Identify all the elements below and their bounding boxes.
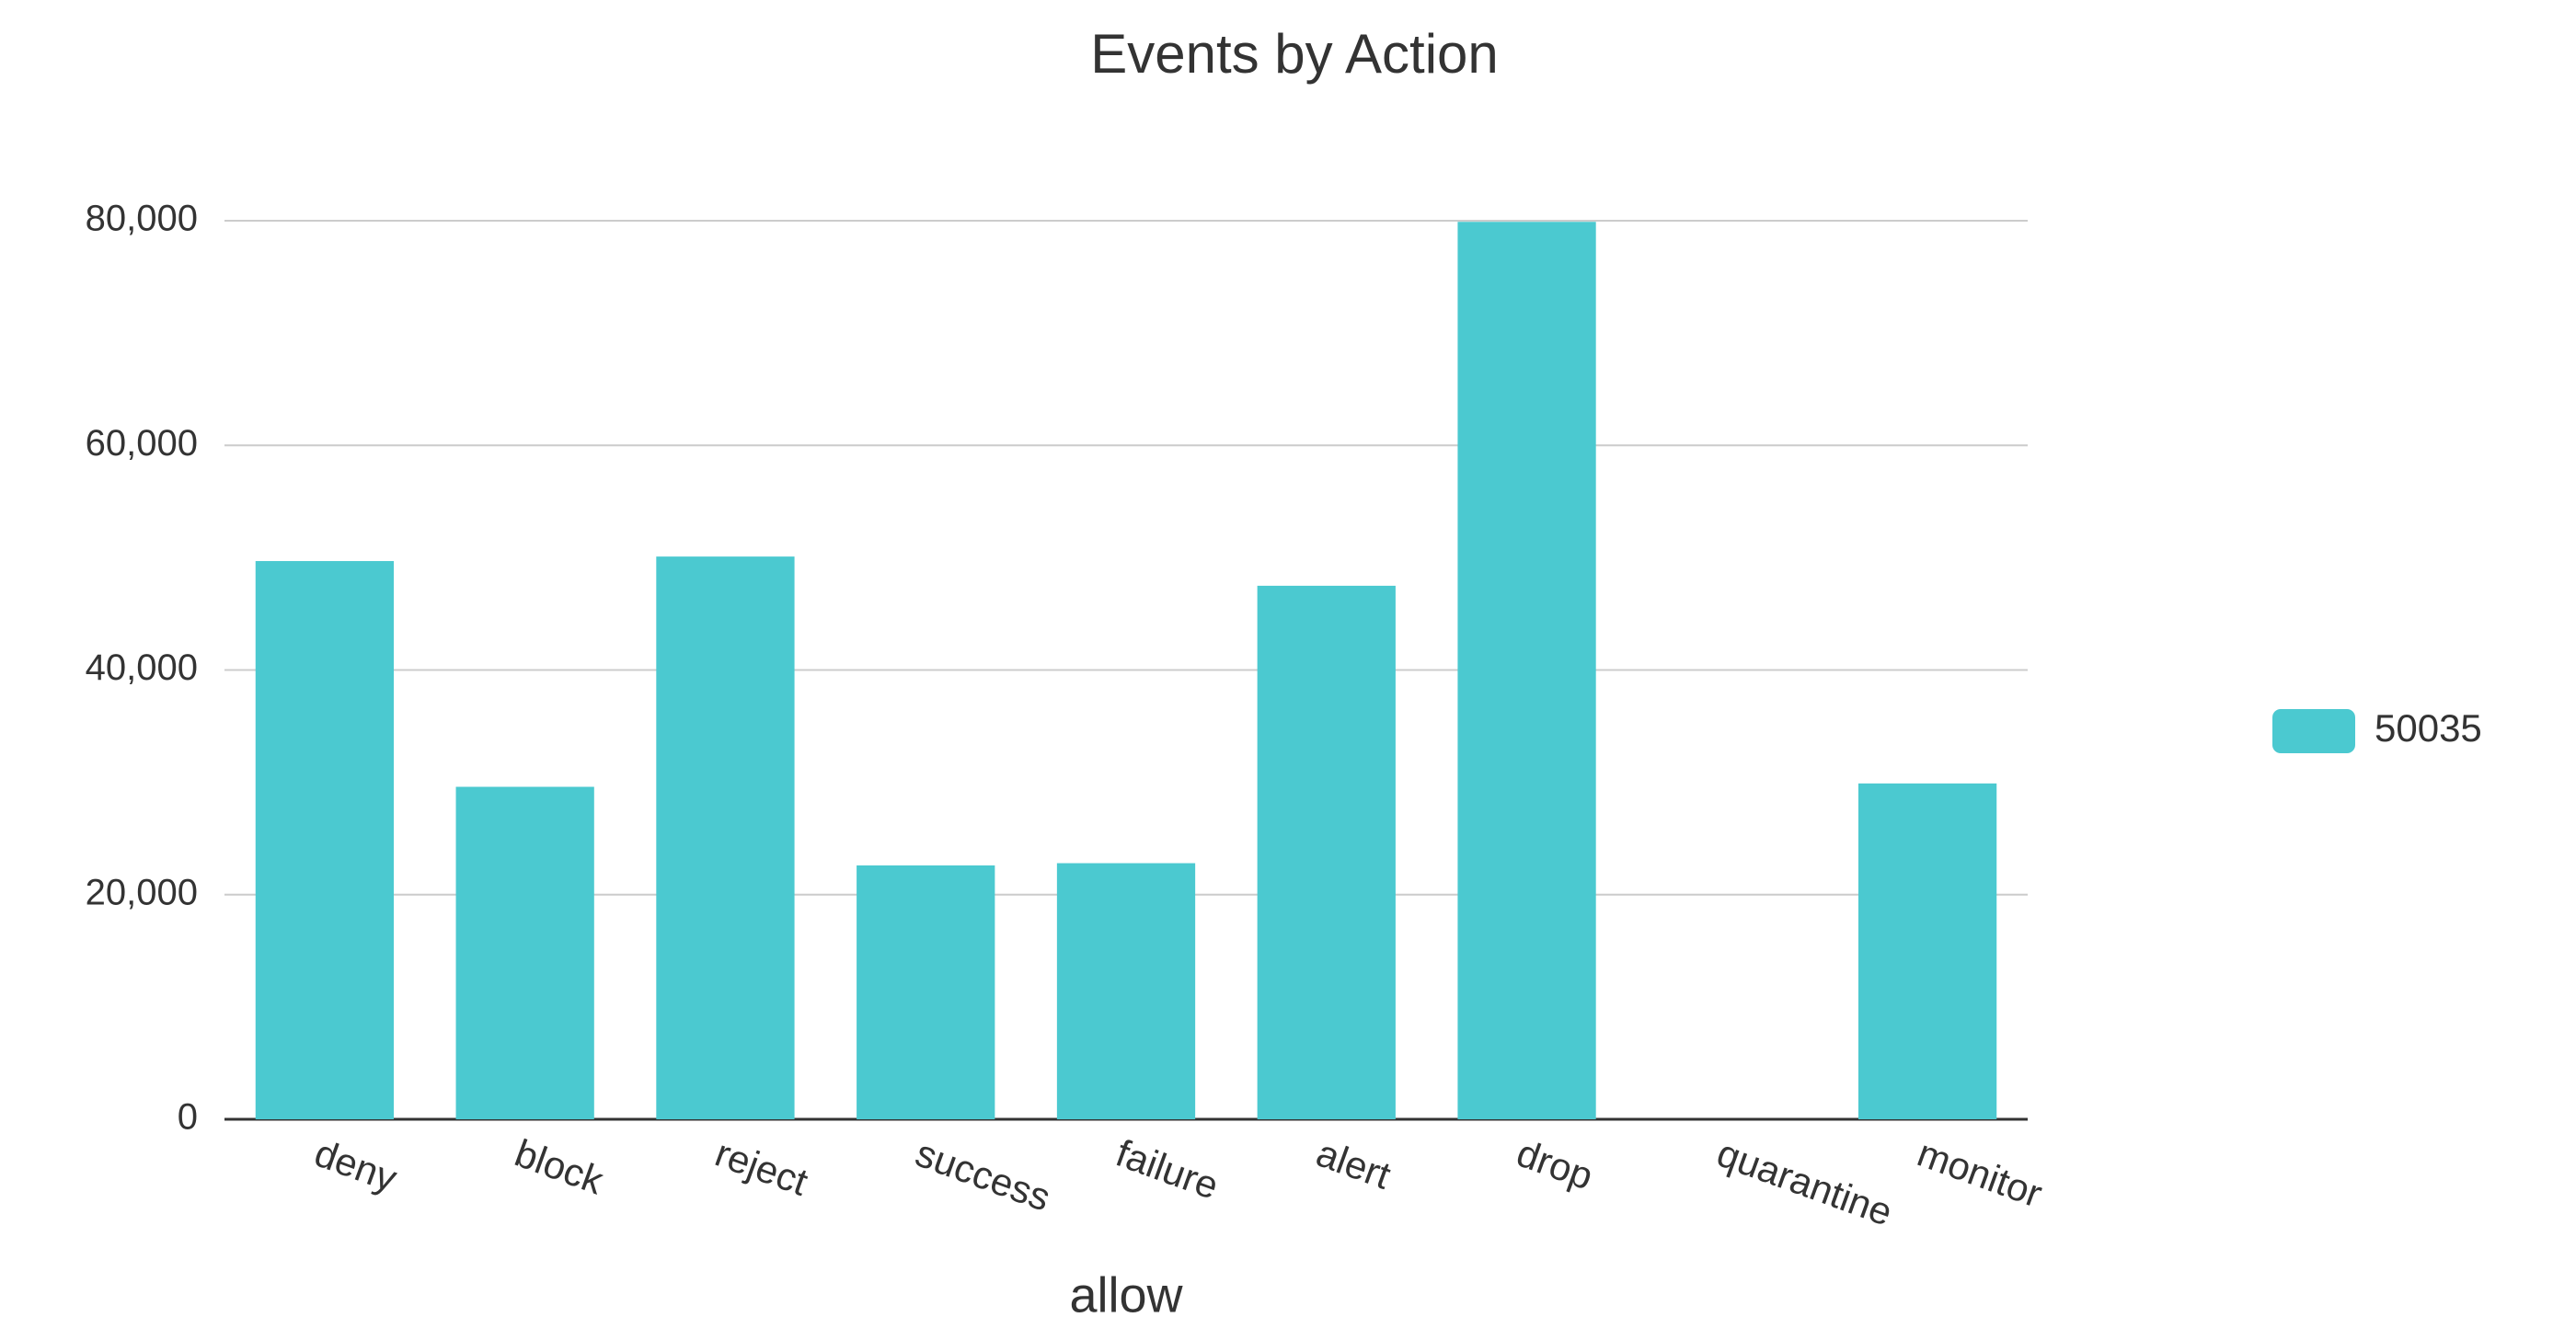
y-tick-label: 80,000 <box>86 199 198 239</box>
bar <box>455 786 594 1119</box>
x-axis-title: allow <box>1069 1267 1183 1323</box>
bar <box>656 556 795 1119</box>
chart-title: Events by Action <box>1090 23 1499 85</box>
legend-label: 50035 <box>2375 706 2482 750</box>
x-tick-label: drop <box>1512 1131 1599 1198</box>
legend-swatch <box>2272 709 2355 753</box>
bar <box>857 865 995 1119</box>
bar <box>1257 585 1396 1119</box>
bar <box>1056 863 1196 1119</box>
x-tick-label: reject <box>710 1131 814 1204</box>
bar <box>1457 222 1596 1119</box>
x-tick-label: success <box>910 1131 1056 1220</box>
y-tick-label: 20,000 <box>86 872 198 912</box>
x-tick-label: block <box>510 1131 610 1203</box>
x-tick-label: quarantine <box>1711 1131 1898 1234</box>
y-tick-label: 60,000 <box>86 423 198 464</box>
x-tick-label: monitor <box>1912 1131 2048 1216</box>
x-tick-label: deny <box>309 1131 403 1200</box>
bar <box>1857 783 1997 1119</box>
y-tick-label: 40,000 <box>86 647 198 688</box>
bar <box>255 561 395 1119</box>
x-tick-label: alert <box>1311 1131 1397 1197</box>
x-tick-label: failure <box>1110 1131 1225 1208</box>
y-tick-label: 0 <box>178 1097 198 1138</box>
